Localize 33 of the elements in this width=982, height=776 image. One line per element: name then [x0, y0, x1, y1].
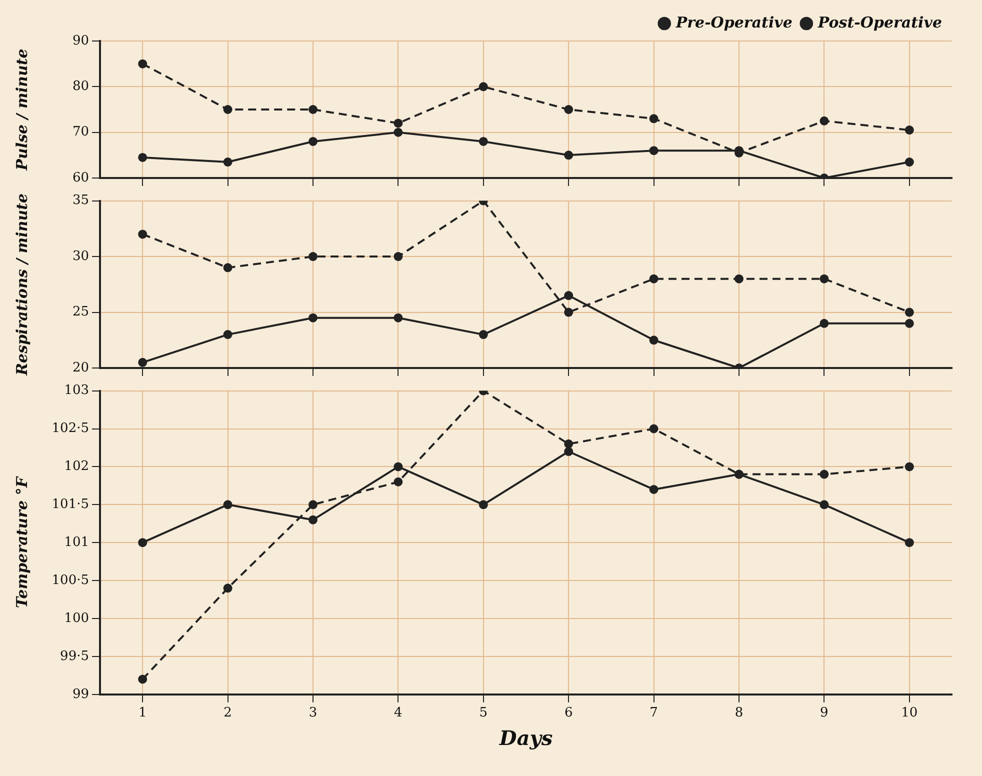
- x-tick-label: 9: [820, 706, 828, 721]
- y-tick-label: 103: [64, 383, 89, 398]
- y-tick-label: 25: [72, 304, 89, 320]
- y-tick-label: 101: [64, 534, 89, 550]
- y-tick-label: 99: [72, 686, 89, 702]
- x-tick-label: 2: [224, 706, 232, 721]
- legend-label: Post-Operative: [816, 13, 942, 32]
- legend-label: Pre-Operative: [674, 13, 792, 32]
- y-axis-title: Respirations / minute: [12, 193, 31, 376]
- y-tick-label: 60: [72, 170, 89, 186]
- y-tick-label: 70: [72, 124, 89, 140]
- y-tick-label: 99·5: [60, 648, 89, 664]
- y-tick-label: 30: [72, 248, 89, 264]
- y-tick-label: 102: [64, 459, 89, 474]
- x-tick-label: 7: [650, 706, 658, 721]
- x-tick-label: 10: [901, 706, 918, 721]
- x-tick-label: 8: [734, 706, 744, 721]
- x-tick-label: 5: [479, 706, 488, 721]
- y-tick-label: 100·5: [52, 572, 89, 588]
- y-axis-title: Temperature °F: [12, 476, 31, 608]
- x-axis-title: Days: [498, 726, 553, 750]
- y-tick-label: 90: [72, 33, 89, 48]
- y-tick-label: 100: [64, 610, 89, 626]
- y-tick-label: 102·5: [52, 421, 89, 436]
- y-axis-title: Pulse / minute: [12, 48, 31, 172]
- x-tick-label: 3: [308, 706, 318, 721]
- y-tick-label: 20: [72, 360, 89, 376]
- y-tick-label: 101·5: [52, 497, 89, 512]
- x-tick-label: 6: [564, 706, 573, 721]
- y-tick-label: 80: [72, 79, 89, 94]
- x-tick-label: 1: [138, 706, 147, 721]
- y-tick-label: 35: [72, 193, 89, 208]
- x-tick-label: 4: [394, 706, 402, 721]
